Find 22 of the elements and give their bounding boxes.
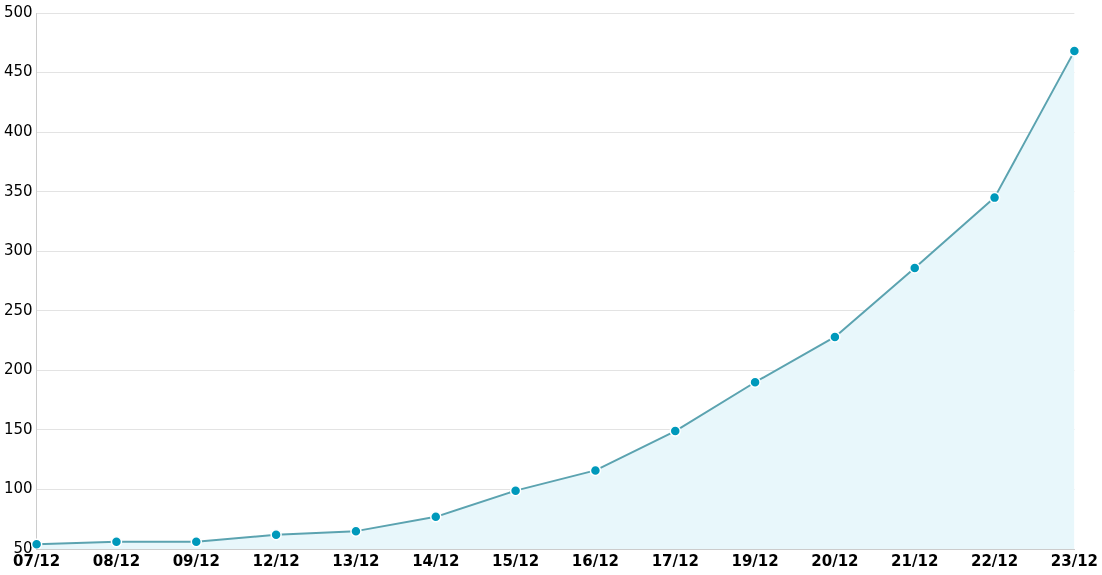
y-tick-label: 450 — [3, 62, 33, 81]
y-tick-label: 150 — [3, 419, 33, 438]
x-tick-label: 13/12 — [332, 551, 380, 570]
y-tick-label: 250 — [3, 300, 33, 319]
x-tick-label: 14/12 — [412, 551, 460, 570]
x-tick-label: 09/12 — [172, 551, 220, 570]
x-tick-label: 12/12 — [252, 551, 300, 570]
y-tick-label: 200 — [3, 360, 33, 379]
y-tick-label: 500 — [3, 2, 33, 21]
x-tick-label: 16/12 — [571, 551, 620, 570]
y-tick-label: 100 — [3, 479, 33, 498]
x-tick-label: 20/12 — [811, 551, 859, 570]
x-tick-label: 22/12 — [970, 551, 1019, 570]
x-tick-label: 17/12 — [651, 551, 699, 570]
y-tick-label: 350 — [3, 181, 33, 200]
x-tick-label: 08/12 — [92, 551, 141, 570]
x-tick-label: 23/12 — [1050, 551, 1098, 570]
y-tick-label: 400 — [3, 122, 33, 140]
x-tick-label: 21/12 — [891, 551, 939, 570]
y-tick-label: 300 — [3, 241, 33, 260]
x-tick-label: 15/12 — [491, 551, 540, 570]
x-tick-label: 19/12 — [731, 551, 779, 570]
